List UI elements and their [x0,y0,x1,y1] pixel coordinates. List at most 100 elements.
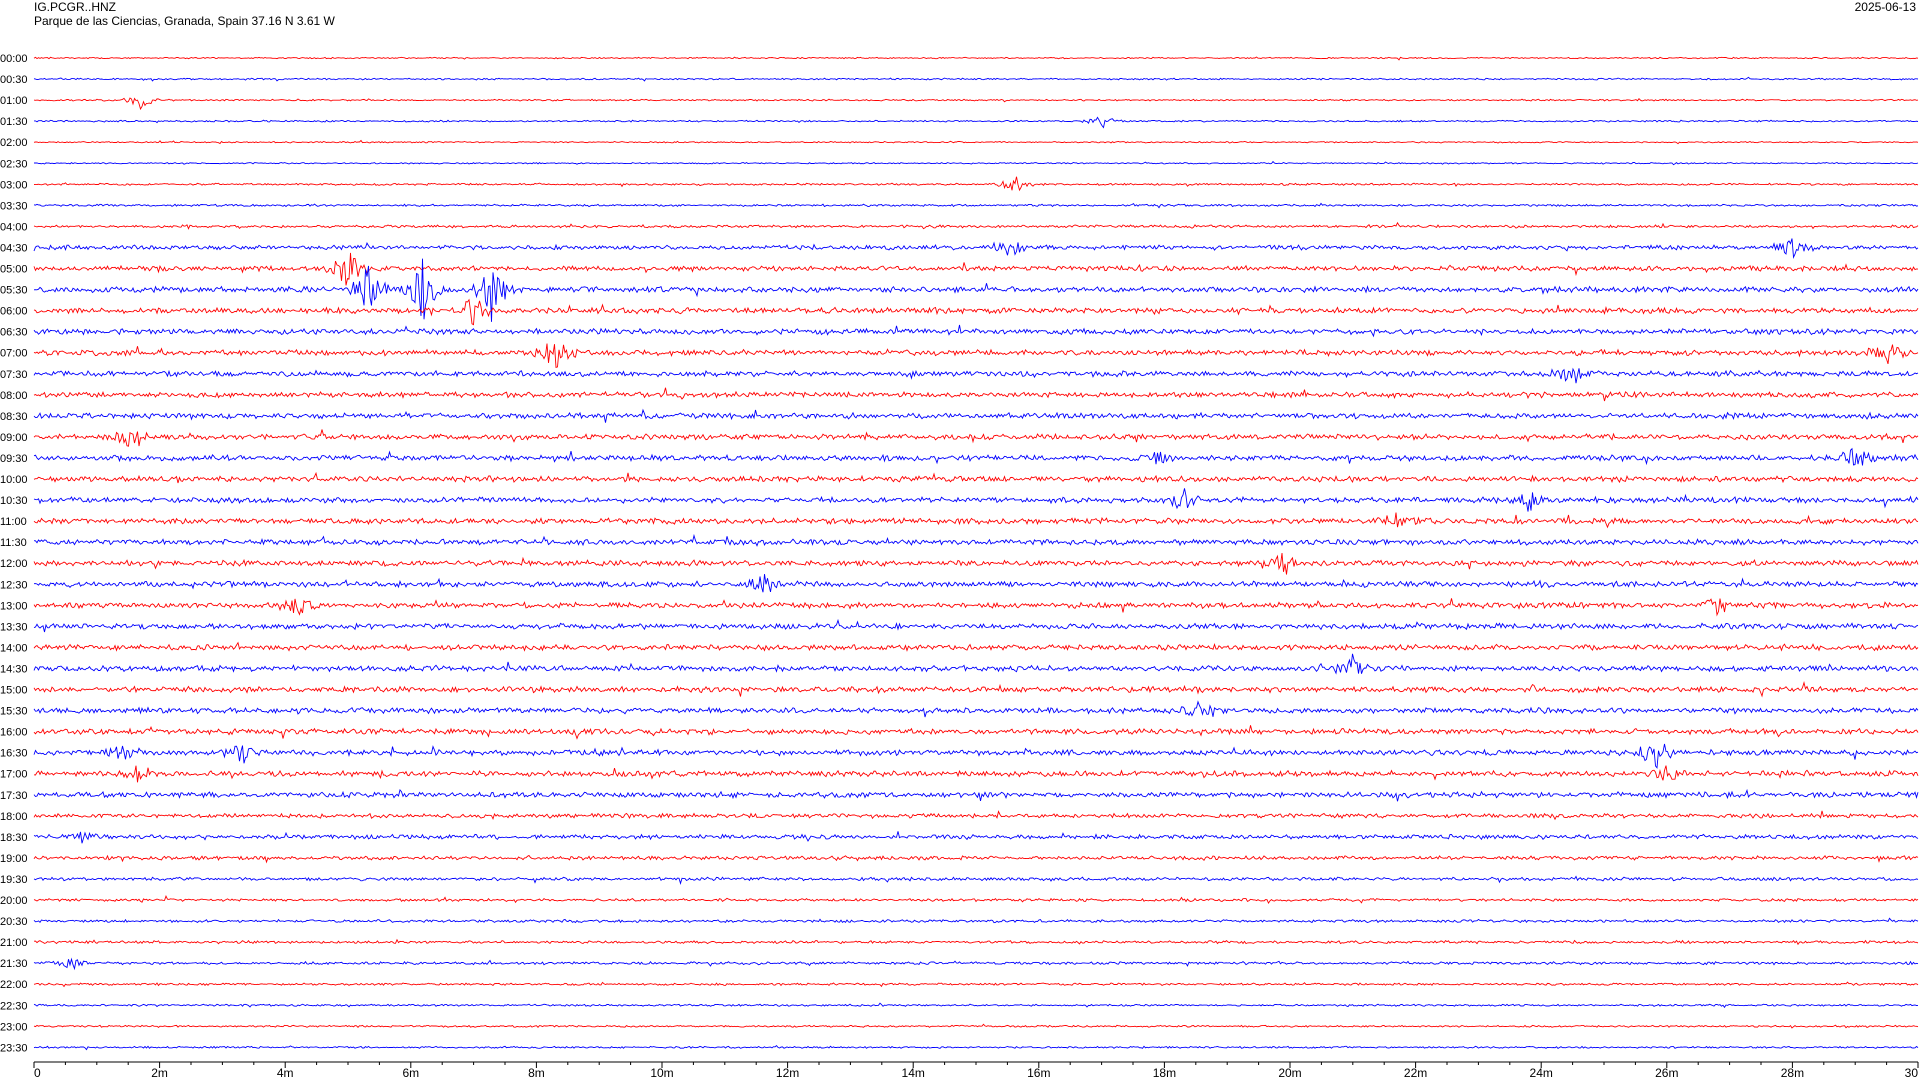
trace-0830 [33,408,1919,423]
row-label: 15:30 [0,706,28,718]
trace-0000 [33,56,1919,61]
station-code: IG.PCGR..HNZ [34,0,117,14]
row-label: 21:30 [0,958,28,970]
trace-1200 [33,552,1919,575]
row-label: 20:00 [0,895,28,907]
row-label: 18:00 [0,811,28,823]
trace-0730 [33,367,1919,384]
row-label: 01:30 [0,116,28,128]
row-label: 10:00 [0,474,28,486]
row-label: 16:30 [0,748,28,760]
row-label: 12:00 [0,558,28,570]
row-label: 04:00 [0,221,28,233]
trace-0100 [33,97,1919,111]
trace-0030 [33,76,1919,82]
row-label: 08:30 [0,411,28,423]
x-tick-label: 24m [1530,1066,1553,1080]
row-label: 09:30 [0,453,28,465]
x-tick-label: 22m [1404,1066,1427,1080]
row-label: 16:00 [0,727,28,739]
row-label: 08:00 [0,390,28,402]
trace-0530 [33,258,1919,322]
row-label: 09:00 [0,432,28,444]
row-label-group: 00:00 00:30 01:00 01:30 02:00 02:30 03:00 03:30… [0,53,28,1054]
trace-0400 [33,221,1919,230]
x-tick-label: 30 [1905,1066,1919,1080]
trace-1700 [33,765,1919,783]
x-tick-label: 10m [650,1066,673,1080]
row-label: 03:30 [0,200,28,212]
row-label: 05:00 [0,264,28,276]
trace-0600 [33,298,1919,326]
station-location: Parque de las Ciencias, Granada, Spain 3… [34,14,335,28]
trace-0800 [33,387,1919,402]
x-tick-label: 14m [902,1066,925,1080]
row-label: 07:00 [0,348,28,360]
trace-2030 [33,917,1919,924]
record-date: 2025-06-13 [1854,0,1916,14]
trace-0900 [33,429,1919,447]
row-label: 14:30 [0,663,28,675]
trace-1830 [33,831,1919,844]
trace-0930 [33,447,1919,466]
x-tick-label: 20m [1278,1066,1301,1080]
row-label: 17:30 [0,790,28,802]
trace-1800 [33,810,1919,821]
trace-2200 [33,981,1919,988]
trace-0330 [33,202,1919,209]
trace-1430 [33,653,1919,675]
trace-0630 [33,324,1919,338]
trace-2130 [33,957,1919,971]
trace-0300 [33,176,1919,192]
row-label: 21:00 [0,937,28,949]
row-label: 18:30 [0,832,28,844]
x-tick-label: 8m [528,1066,545,1080]
trace-1030 [33,488,1919,512]
trace-1100 [33,512,1919,529]
trace-1130 [33,533,1919,547]
row-label: 05:30 [0,285,28,297]
trace-0430 [33,238,1919,260]
trace-0500 [33,252,1919,286]
row-label: 19:00 [0,853,28,865]
row-label: 01:00 [0,95,28,107]
row-label: 07:30 [0,369,28,381]
trace-1300 [33,598,1919,617]
trace-0130 [34,116,1919,129]
row-label: 03:00 [0,179,28,191]
row-label: 13:00 [0,600,28,612]
row-label: 02:30 [0,158,28,170]
row-label: 23:00 [0,1021,28,1033]
trace-2100 [33,938,1919,946]
x-tick-label: 0 [34,1066,41,1080]
x-tick-label: 4m [277,1066,294,1080]
row-label: 15:00 [0,685,28,697]
x-axis: 0 2m 4m 6m 8m 10m 12m 14m 16m 18m 20m 22m 24m 26m 28m 3… [33,1061,1919,1080]
trace-1630 [33,743,1919,769]
row-label: 00:30 [0,74,28,86]
x-tick-label: 6m [402,1066,419,1080]
trace-1500 [33,681,1919,698]
trace-2000 [33,895,1919,905]
trace-0230 [33,160,1919,166]
trace-group [33,56,1919,1051]
x-tick-label: 12m [776,1066,799,1080]
x-tick-label: 16m [1027,1066,1050,1080]
row-label: 06:30 [0,327,28,339]
trace-0700 [33,343,1919,369]
row-label: 02:00 [0,137,28,149]
x-tick-label: 18m [1153,1066,1176,1080]
row-label: 17:00 [0,769,28,781]
trace-1530 [33,700,1919,718]
trace-1900 [33,854,1919,864]
trace-2330 [33,1044,1919,1051]
row-label: 13:30 [0,621,28,633]
row-label: 11:30 [0,537,27,549]
trace-1930 [33,875,1919,885]
row-label: 04:30 [0,242,28,254]
row-label: 10:30 [0,495,28,507]
row-label: 00:00 [0,53,28,65]
row-label: 11:00 [0,516,27,528]
x-tick-label: 2m [151,1066,168,1080]
